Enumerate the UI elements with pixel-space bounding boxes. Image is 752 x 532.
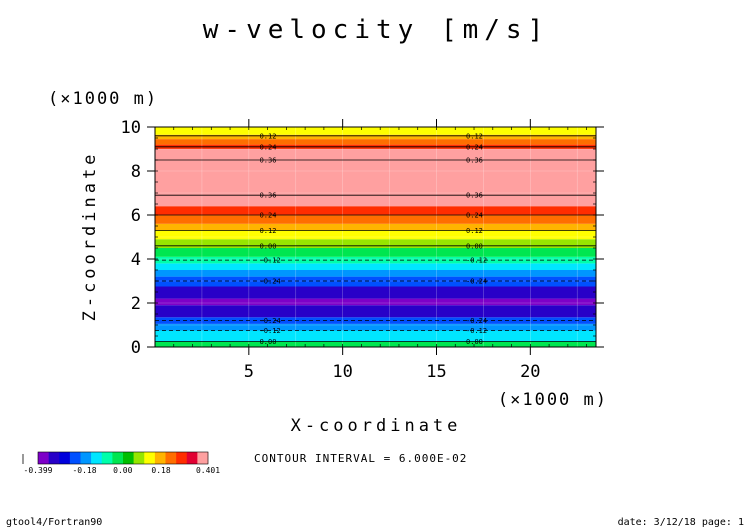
footer-left: gtool4/Fortran90 [6,517,103,528]
contour-band-5 [155,298,596,306]
contour-band-4 [155,305,596,318]
contour-label: 0.36 [260,192,277,200]
contour-band-1 [155,330,596,342]
contour-band-7 [155,276,596,287]
colorbar-swatch-11 [154,452,166,464]
x-unit-label: (×1000 m) [498,390,608,410]
colorbar-swatch-9 [133,452,145,464]
colorbar-swatch-15 [197,452,209,464]
contour-label: 0.12 [260,132,277,140]
colorbar-swatch-2 [59,452,71,464]
y-tick-label: 6 [131,206,141,226]
contour-label: 0.12 [466,227,483,235]
contour-band-15 [155,215,596,224]
x-tick-label: 10 [332,362,352,382]
y-axis-label: Z-coordinate [80,151,100,322]
colorbar: -0.399 -0.18 0.00 0.18 0.401 [22,451,220,475]
colorbar-swatch-6 [101,452,113,464]
contour-label: 0.00 [466,338,483,346]
x-tick-label: 5 [244,362,254,382]
contour-band-16 [155,206,596,215]
contour-label: 0.12 [260,227,277,235]
colorbar-label: -0.399 [24,466,53,475]
contour-label: 0.24 [466,212,483,220]
colorbar-swatch-4 [80,452,92,464]
colorbar-label: 0.18 [151,466,170,475]
contour-label: -0.12 [466,257,487,265]
contour-band-8 [155,270,596,277]
plot-area: 0.00 0.00 -0.12 -0.12 -0.24 -0.24 -0.24 -0.24 -0… [154,126,597,348]
contour-label: 0.00 [260,242,277,250]
x-axis-label: X-coordinate [291,416,462,436]
colorbar-swatch-7 [112,452,124,464]
contour-label: 0.00 [466,242,483,250]
y-tick-label: 2 [131,294,141,314]
colorbar-frame [37,451,209,465]
contour-interval: CONTOUR INTERVAL = 6.000E-02 [254,452,467,465]
contour-band-22 [155,134,596,140]
x-axis-ticks: 5 10 15 20 [244,119,541,382]
contour-band-6 [155,286,596,299]
chart-title: w-velocity [m/s] [203,15,549,45]
contour-band-12 [155,239,596,248]
contour-label: 0.24 [260,212,277,220]
contour-label: -0.12 [260,327,281,335]
colorbar-swatch-10 [144,452,156,464]
contour-label: 0.36 [466,192,483,200]
x-tick-label: 15 [426,362,446,382]
contour-label: -0.12 [260,257,281,265]
contour-label: 0.36 [260,157,277,165]
colorbar-swatch-12 [165,452,177,464]
y-tick-label: 0 [131,338,141,358]
colorbar-swatch-1 [48,452,60,464]
contour-label: -0.24 [466,317,487,325]
contour-band-11 [155,248,596,257]
colorbar-swatch-13 [176,452,188,464]
contour-label: 0.24 [466,143,483,151]
contour-label: 0.00 [260,338,277,346]
contour-band-0 [155,341,596,347]
contour-label: -0.24 [466,278,487,286]
contour-band-19 [155,149,596,160]
contour-band-2 [155,323,596,331]
contour-label: 0.36 [466,157,483,165]
contour-band-18 [155,160,596,196]
y-axis-ticks: 0 2 4 6 8 10 [121,118,604,358]
footer-right: date: 3/12/18 page: 1 [617,517,744,528]
colorbar-swatch-5 [91,452,103,464]
colorbar-swatch-3 [69,452,81,464]
contour-band-9 [155,263,596,270]
y-tick-label: 8 [131,162,141,182]
colorbar-label: 0.401 [196,466,220,475]
contour-label: -0.12 [466,327,487,335]
contour-band-23 [155,127,596,135]
colorbar-label: 0.00 [113,466,132,475]
x-tick-label: 20 [520,362,540,382]
contour-band-14 [155,223,596,231]
contour-label: -0.24 [260,278,281,286]
colorbar-swatch-0 [38,452,49,464]
contour-label: 0.24 [260,143,277,151]
contour-band-21 [155,139,596,145]
contour-label: -0.24 [260,317,281,325]
y-tick-label: 4 [131,250,141,270]
colorbar-swatch-8 [123,452,134,464]
contour-band-17 [155,195,596,207]
y-tick-label: 10 [121,118,141,138]
contour-band-13 [155,230,596,240]
contour-label: 0.12 [466,132,483,140]
y-unit-label: (×1000 m) [48,89,158,109]
colorbar-swatch-14 [186,452,198,464]
colorbar-label: -0.18 [72,466,96,475]
